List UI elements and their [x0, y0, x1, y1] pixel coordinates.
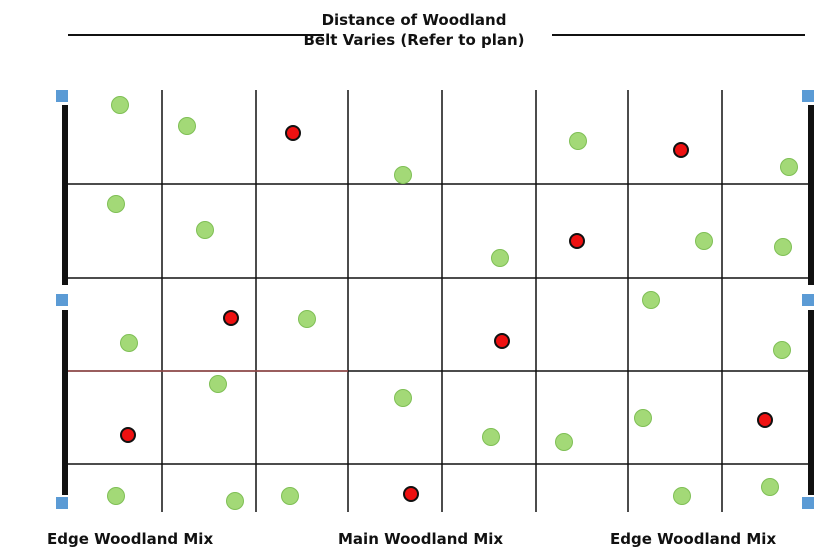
title-rule-left [68, 34, 324, 36]
green-tree [491, 249, 509, 267]
green-tree [394, 166, 412, 184]
green-tree [107, 487, 125, 505]
green-tree [209, 375, 227, 393]
fence-post-marker [802, 294, 814, 306]
fence-post-marker [56, 90, 68, 102]
right-fence-bar-lower [808, 310, 814, 495]
title-rule-right [552, 34, 805, 36]
green-tree [107, 195, 125, 213]
red-tree [403, 486, 419, 502]
title-line-1: Distance of Woodland [321, 11, 507, 29]
red-tree [285, 125, 301, 141]
right-fence-bar-upper [808, 105, 814, 285]
tree-markers [107, 96, 798, 510]
green-tree [281, 487, 299, 505]
green-tree [673, 487, 691, 505]
fence-post-marker [56, 294, 68, 306]
planting-grid [68, 90, 808, 512]
title-line-2: Belt Varies (Refer to plan) [303, 31, 525, 49]
green-tree [298, 310, 316, 328]
red-tree [673, 142, 689, 158]
green-tree [196, 221, 214, 239]
left-fence-bar-lower [62, 310, 68, 495]
green-tree [111, 96, 129, 114]
green-tree [482, 428, 500, 446]
green-tree [555, 433, 573, 451]
green-tree [780, 158, 798, 176]
green-tree [695, 232, 713, 250]
red-tree [757, 412, 773, 428]
green-tree [120, 334, 138, 352]
caption-main: Main Woodland Mix [338, 530, 504, 548]
left-fence-bar-upper [62, 105, 68, 285]
red-tree [569, 233, 585, 249]
green-tree [569, 132, 587, 150]
caption-edge-right: Edge Woodland Mix [610, 530, 777, 548]
green-tree [634, 409, 652, 427]
red-tree [223, 310, 239, 326]
green-tree [178, 117, 196, 135]
caption-edge-left: Edge Woodland Mix [47, 530, 214, 548]
red-tree [494, 333, 510, 349]
green-tree [774, 238, 792, 256]
red-tree [120, 427, 136, 443]
green-tree [773, 341, 791, 359]
green-tree [761, 478, 779, 496]
green-tree [226, 492, 244, 510]
green-tree [642, 291, 660, 309]
green-tree [394, 389, 412, 407]
fence-post-marker [56, 497, 68, 509]
fence-post-marker [802, 497, 814, 509]
fence-post-marker [802, 90, 814, 102]
diagram-title: Distance of Woodland Belt Varies (Refer … [0, 10, 828, 50]
